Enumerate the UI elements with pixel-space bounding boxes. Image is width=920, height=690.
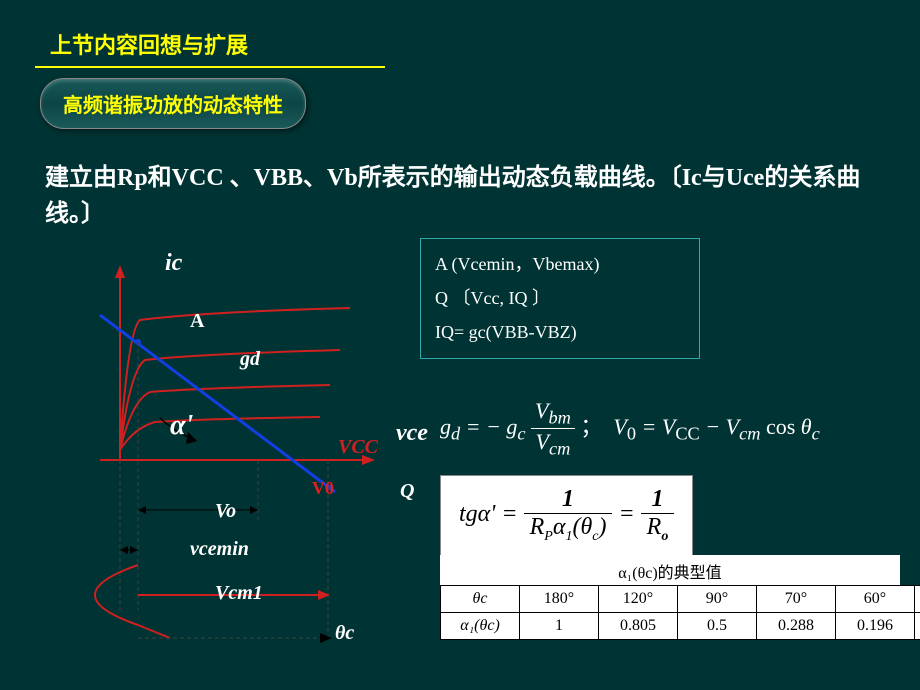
theta-1: 120° [599,586,678,613]
alpha-table: θc 180° 120° 90° 70° 60° 40° α₁(θc) 1 0.… [440,585,920,640]
title-underline [35,66,385,68]
label-VCC: VCC [338,436,378,459]
label-Vcm1: Vcm1 [215,582,263,605]
equation-gd-v0: gd = − gc Vbm Vcm ； V0 = VCC − Vcm cos θ… [440,398,820,460]
label-V0: V0 [312,478,334,499]
theta-0: 180° [520,586,599,613]
alpha-0: 1 [520,613,599,640]
alpha-2: 0.5 [678,613,757,640]
th-alpha: α₁(θc) [441,613,520,640]
alpha-3: 0.288 [757,613,836,640]
topic-pill: 高频谐振功放的动态特性 [40,78,306,129]
label-theta: θc [335,622,354,645]
label-gd: gd [240,348,260,371]
body-paragraph: 建立由Rp和VCC 、VBB、Vb所表示的输出动态负载曲线。〔Ic与Uce的关系… [45,160,865,232]
equation-tg-alpha: tgα' = 1 RPα1(θc) = 1 Ro [440,475,693,556]
label-Vo: Vo [215,500,236,523]
review-title: 上节内容回想与扩展 [50,28,248,60]
alpha-4: 0.196 [836,613,915,640]
theta-3: 70° [757,586,836,613]
label-alpha: α' [170,410,193,442]
label-Q: Q [400,480,414,503]
label-A: A [190,310,204,333]
label-ic: ic [165,250,182,277]
alpha-table-block: α₁(θc)的典型值 θc 180° 120° 90° 70° 60° 40° … [440,555,900,640]
label-vce: vce [396,420,428,447]
table-caption: α₁(θc)的典型值 [440,557,900,585]
info-line-a: A (Vcemin，Vbemax) [435,247,685,281]
info-line-iq: IQ= gc(VBB-VBZ) [435,315,685,349]
label-vcemin: vcemin [190,538,249,561]
alpha-1: 0.805 [599,613,678,640]
theta-5: 40° [915,586,920,613]
th-theta: θc [441,586,520,613]
point-definitions-box: A (Vcemin，Vbemax) Q 〔Vcc, IQ 〕 IQ= gc(VB… [420,238,700,359]
theta-2: 90° [678,586,757,613]
alpha-5: 0.066 [915,613,920,640]
info-line-q: Q 〔Vcc, IQ 〕 [435,281,685,315]
theta-4: 60° [836,586,915,613]
